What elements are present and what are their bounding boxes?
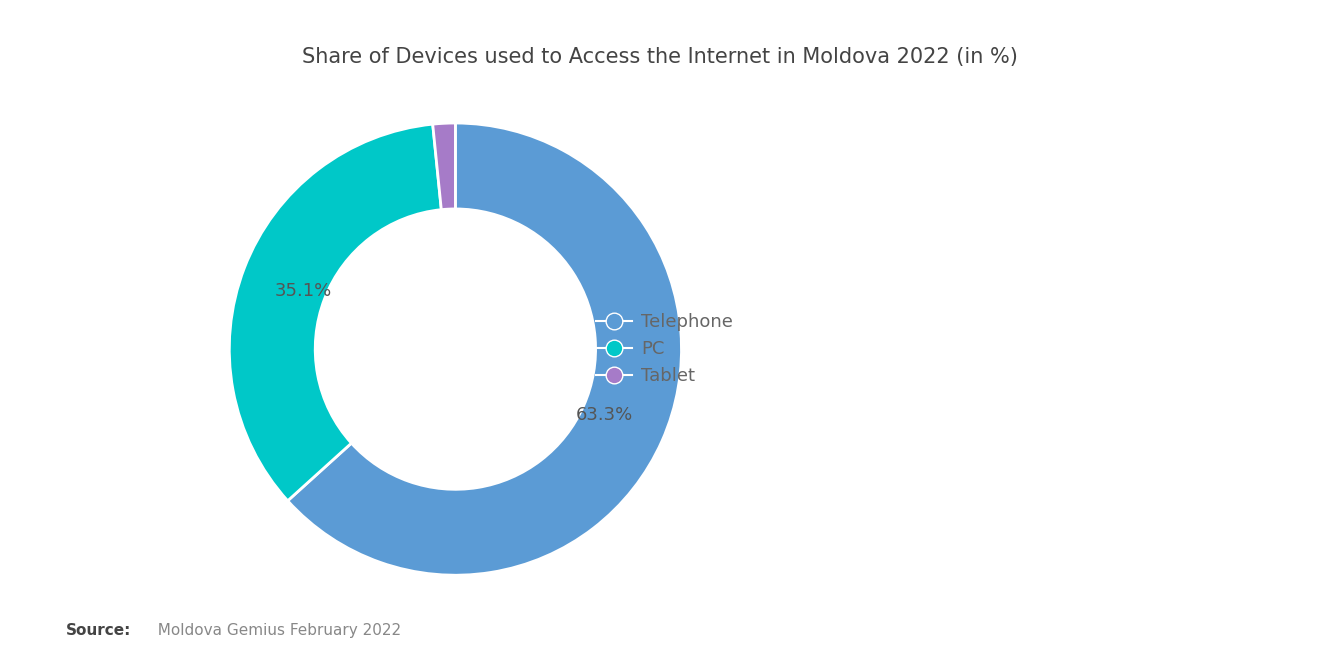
Text: 35.1%: 35.1% [275, 281, 333, 300]
Wedge shape [230, 124, 441, 501]
Text: 63.3%: 63.3% [576, 406, 632, 424]
Text: Source:: Source: [66, 623, 132, 638]
Wedge shape [288, 123, 681, 575]
Wedge shape [433, 123, 455, 209]
Legend: Telephone, PC, Tablet: Telephone, PC, Tablet [589, 306, 741, 392]
Text: Share of Devices used to Access the Internet in Moldova 2022 (in %): Share of Devices used to Access the Inte… [302, 47, 1018, 66]
Text: Moldova Gemius February 2022: Moldova Gemius February 2022 [148, 623, 401, 638]
